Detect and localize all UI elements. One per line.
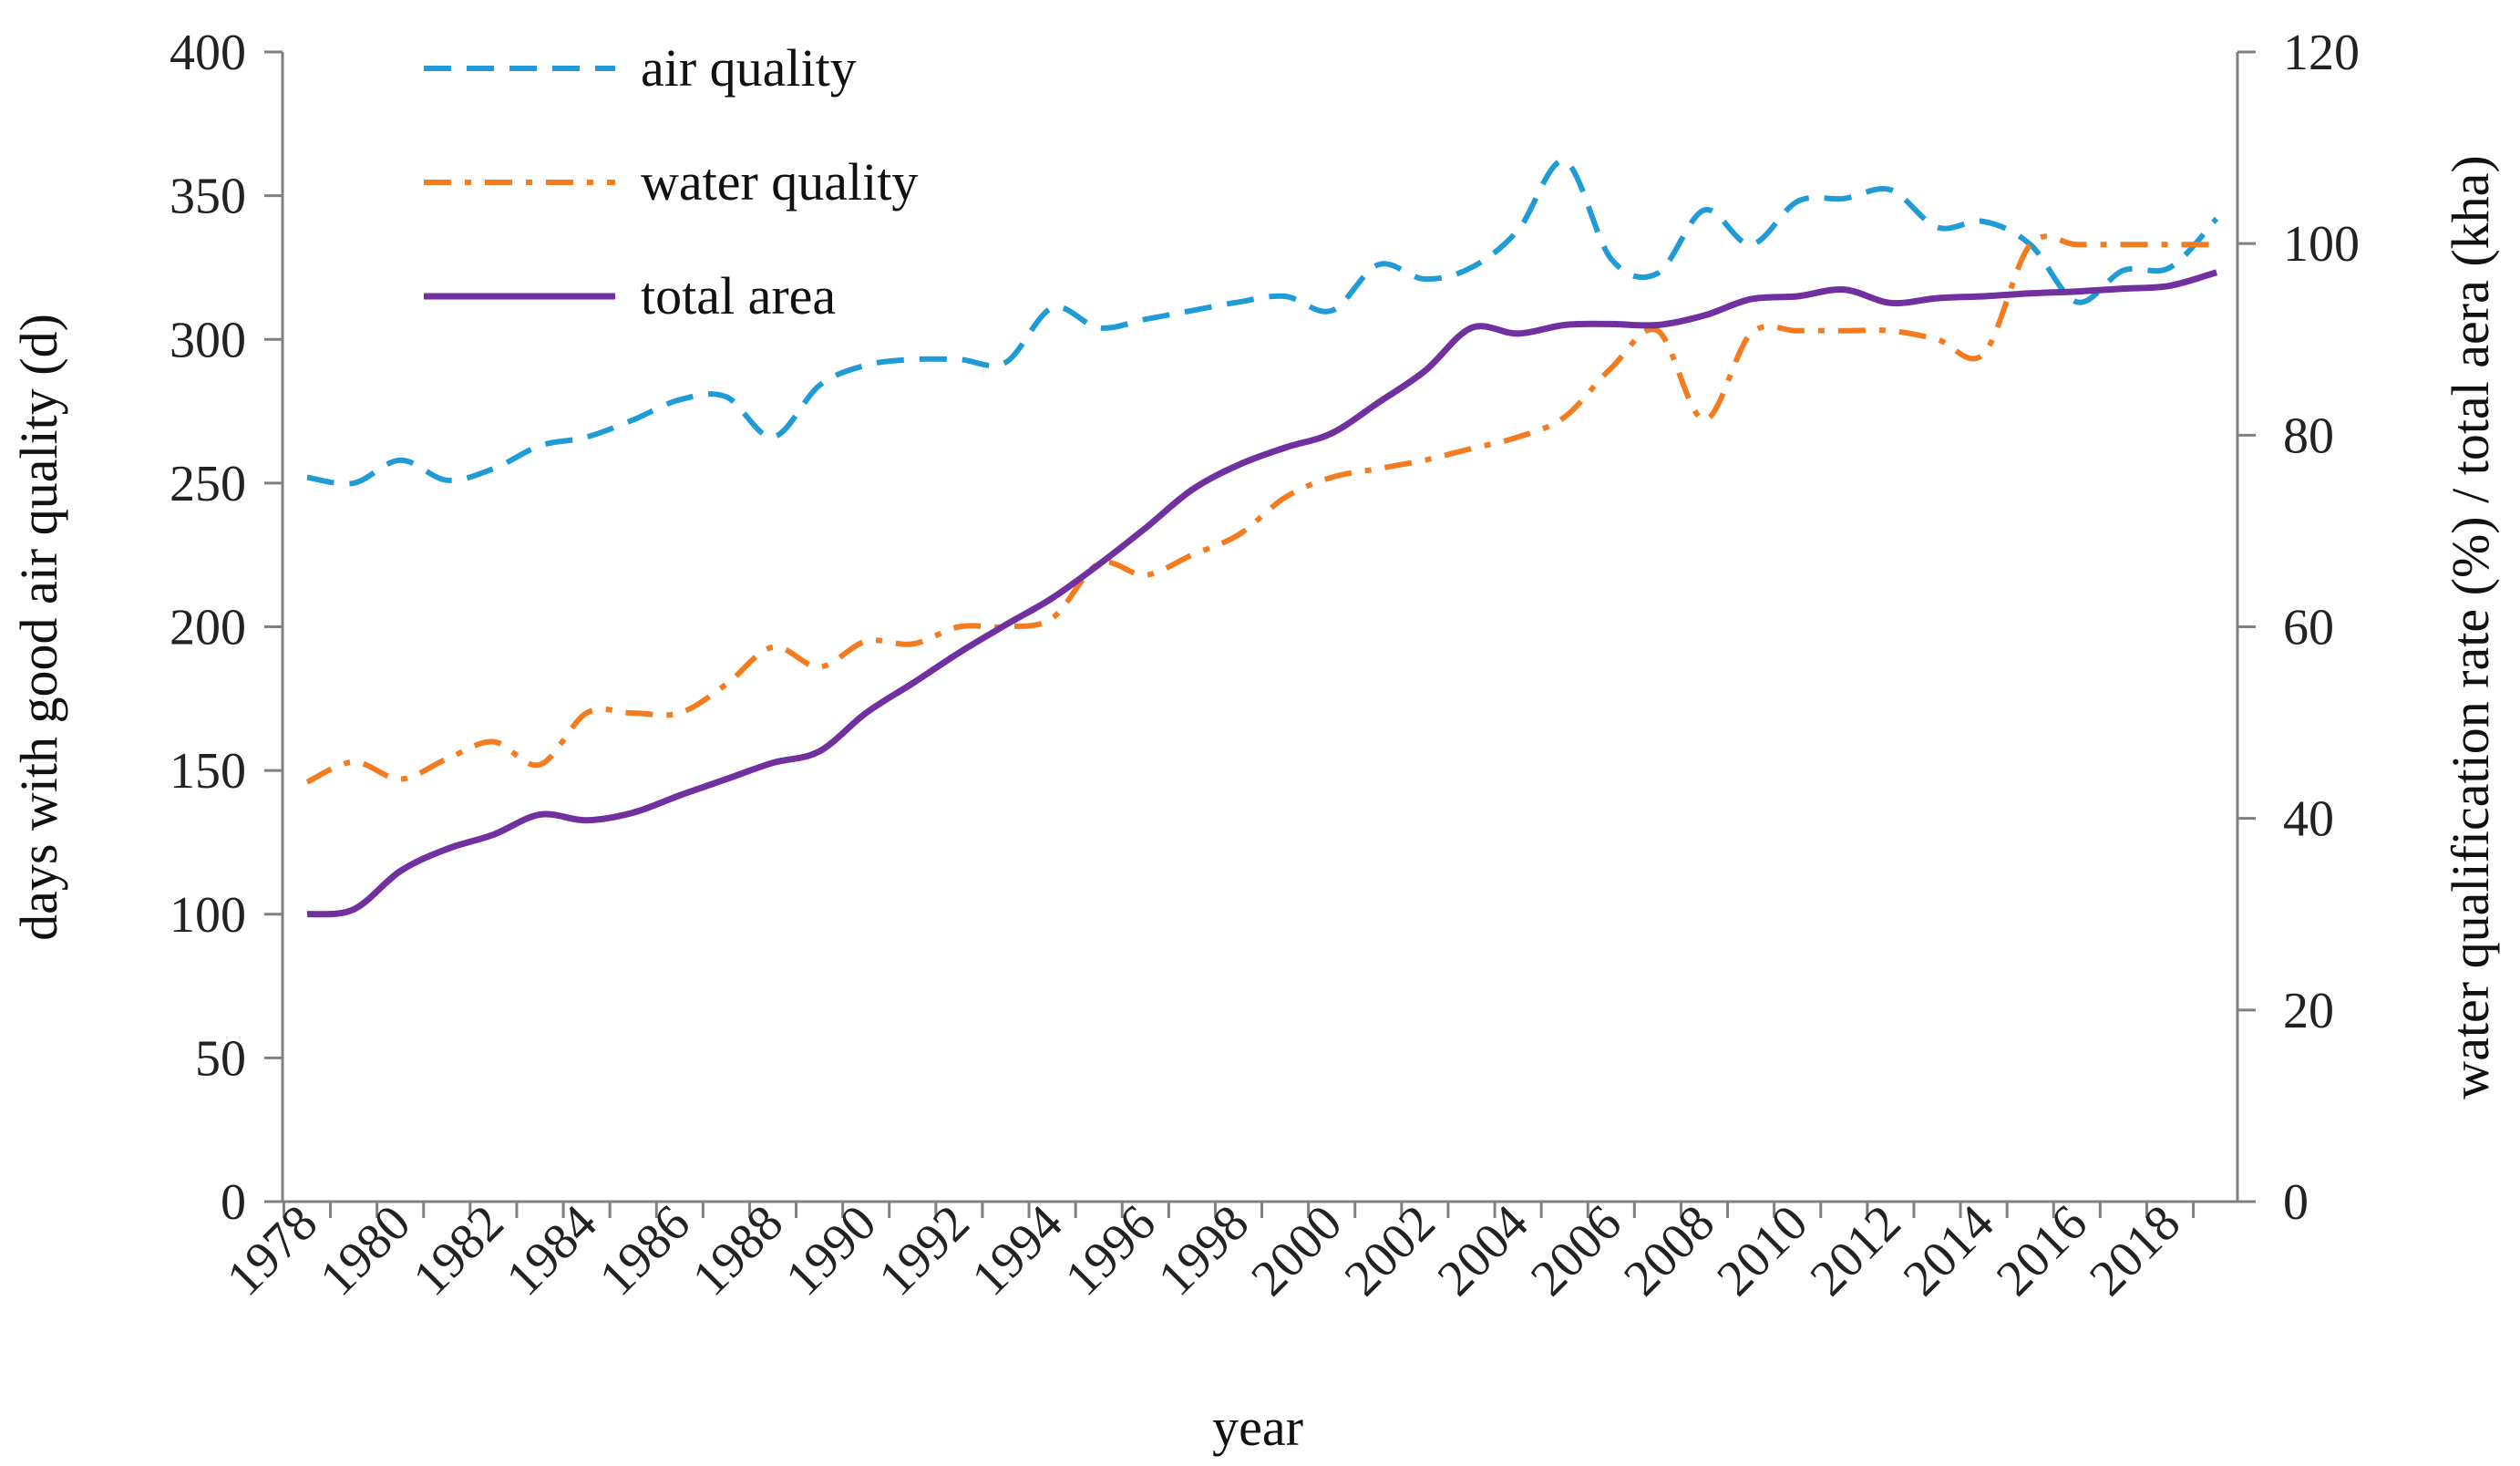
left-tick-label: 300 — [170, 312, 246, 368]
x-tick-label: 1994 — [962, 1194, 1074, 1306]
x-tick-label: 2016 — [1986, 1194, 2098, 1306]
right-tick-label: 0 — [2283, 1174, 2309, 1231]
left-y-axis-title: days with good air quality (d) — [9, 314, 68, 941]
left-tick-label: 150 — [170, 743, 246, 800]
legend-label-total-area: total area — [641, 266, 836, 325]
legend-label-water-quality: water quality — [641, 152, 918, 212]
x-tick-label: 1988 — [682, 1194, 794, 1306]
x-tick-label: 1982 — [403, 1194, 515, 1306]
right-tick-label: 40 — [2283, 791, 2334, 848]
left-tick-label: 0 — [221, 1174, 246, 1231]
right-tick-label: 100 — [2283, 216, 2360, 273]
x-tick-label: 2008 — [1613, 1194, 1725, 1306]
right-tick-label: 20 — [2283, 983, 2334, 1039]
series-line-total-area — [306, 269, 2218, 918]
x-ticks: 1978198019821984198619881990199219941996… — [216, 1194, 2196, 1306]
x-tick-label: 2018 — [2079, 1194, 2191, 1306]
right-tick-label: 120 — [2283, 25, 2360, 81]
legend-label-air-quality: air quality — [641, 38, 857, 98]
series-line-air-quality — [306, 158, 2219, 487]
x-tick-label: 1986 — [589, 1194, 701, 1306]
legend: air quality water quality total area — [424, 38, 918, 325]
series-group — [305, 158, 2219, 918]
right-y-axis-title: water qualification rate (%) / total aer… — [2441, 155, 2500, 1099]
x-tick-label: 2010 — [1706, 1194, 1818, 1306]
right-tick-label: 80 — [2283, 408, 2334, 464]
left-tick-label: 400 — [170, 25, 246, 81]
left-tick-label: 250 — [170, 456, 246, 512]
x-tick-label: 1998 — [1147, 1194, 1260, 1306]
x-tick-label: 1984 — [496, 1194, 608, 1306]
x-tick-label: 1980 — [309, 1194, 421, 1306]
x-tick-label: 1996 — [1054, 1194, 1167, 1306]
left-tick-label: 350 — [170, 169, 246, 225]
left-tick-label: 200 — [170, 600, 246, 656]
x-axis-title: year — [1212, 1398, 1303, 1457]
x-tick-label: 2012 — [1800, 1194, 1912, 1306]
x-tick-label: 2000 — [1240, 1194, 1353, 1306]
series-line-water-quality — [305, 233, 2217, 785]
x-tick-label: 2014 — [1893, 1194, 2005, 1306]
x-tick-label: 2004 — [1427, 1194, 1539, 1306]
right-tick-label: 60 — [2283, 600, 2334, 656]
axes — [281, 52, 2239, 1203]
x-tick-label: 1992 — [869, 1194, 981, 1306]
left-y-ticks: 0 50 100 150 200 250 300 350 400 — [170, 25, 283, 1231]
left-tick-label: 50 — [195, 1030, 246, 1087]
x-tick-label: 2006 — [1520, 1194, 1632, 1306]
x-tick-label: 2002 — [1334, 1194, 1446, 1306]
right-y-ticks: 0 20 40 60 80 100 120 — [2237, 25, 2360, 1231]
left-tick-label: 100 — [170, 887, 246, 944]
x-tick-label: 1990 — [775, 1194, 887, 1306]
